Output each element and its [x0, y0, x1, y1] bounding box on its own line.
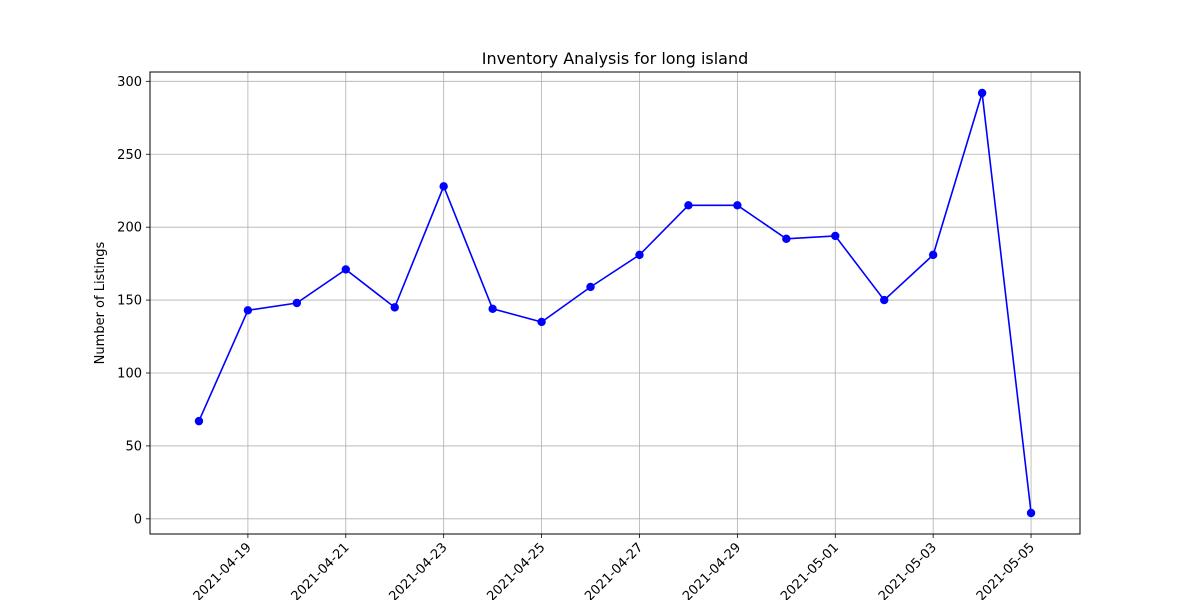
x-tick-label: 2021-05-01 [778, 540, 842, 600]
data-point [341, 265, 350, 274]
data-point [243, 306, 253, 315]
y-tick-label: 0 [134, 512, 142, 527]
x-tick-label: 2021-05-05 [974, 540, 1038, 600]
data-point [194, 416, 204, 426]
data-point [733, 201, 742, 210]
x-tick-label: 2021-05-03 [876, 540, 940, 600]
data-point [488, 304, 497, 314]
data-point [635, 250, 644, 260]
data-point [292, 298, 302, 308]
y-axis-label: Number of Listings [93, 241, 108, 364]
x-axis: 2021-04-19 2021-04-21 2021-04-23 2021-04-25… [191, 534, 1038, 600]
plot-frame [149, 71, 1081, 535]
x-tick-label: 2021-04-21 [289, 540, 353, 600]
chart-title: Inventory Analysis for long island [482, 49, 749, 68]
data-point [390, 303, 399, 312]
grid [150, 72, 1080, 534]
x-tick-label: 2021-04-23 [386, 540, 450, 600]
data-point [684, 201, 693, 210]
data-point [782, 234, 791, 244]
data-point [439, 182, 448, 191]
x-tick-label: 2021-04-19 [191, 540, 255, 600]
y-tick-label: 300 [117, 75, 142, 90]
data-point [977, 88, 987, 98]
series-points [194, 88, 1036, 518]
y-tick-label: 150 [117, 294, 142, 309]
data-point [537, 317, 546, 327]
data-point [831, 231, 840, 241]
data-point [586, 282, 595, 292]
y-tick-label: 250 [117, 148, 142, 163]
series-line [198, 92, 1032, 514]
y-tick-label: 100 [117, 367, 142, 382]
x-tick-label: 2021-04-25 [484, 540, 548, 600]
x-tick-label: 2021-04-27 [582, 540, 646, 600]
y-tick-label: 50 [125, 439, 142, 454]
data-point [928, 250, 938, 260]
y-tick-label: 200 [117, 221, 142, 236]
data-point [1026, 508, 1036, 518]
data-point [880, 295, 889, 305]
y-axis: 0 50 100 150 200 250 300 [117, 75, 150, 527]
x-tick-label: 2021-04-29 [680, 540, 744, 600]
